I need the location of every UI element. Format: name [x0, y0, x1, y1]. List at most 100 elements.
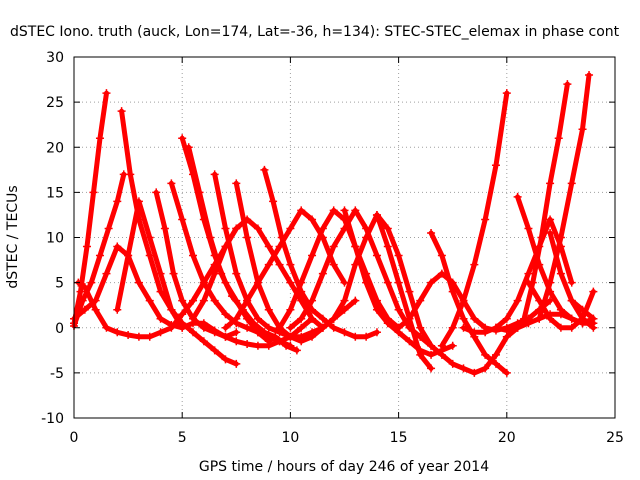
data-point	[145, 296, 154, 305]
chart-title: dSTEC Iono. truth (auck, Lon=174, Lat=-3…	[10, 24, 620, 40]
data-point	[340, 296, 349, 305]
data-point	[89, 188, 98, 197]
y-tick-label: -10	[41, 411, 64, 427]
data-point	[308, 251, 317, 260]
data-point	[206, 233, 215, 242]
data-point	[308, 296, 317, 305]
data-point	[329, 314, 338, 323]
series-line	[153, 189, 315, 349]
data-point	[470, 314, 479, 323]
data-point	[286, 332, 295, 341]
data-point	[416, 350, 425, 359]
data-point	[448, 323, 457, 332]
x-tick-label: 5	[178, 430, 187, 446]
data-point	[189, 251, 198, 260]
y-tick-label: 15	[46, 185, 64, 201]
data-point	[156, 314, 165, 323]
data-point	[318, 314, 327, 323]
data-point	[178, 134, 187, 143]
data-point	[427, 341, 436, 350]
series-1	[70, 89, 111, 328]
y-tick-label: 25	[46, 95, 64, 111]
data-point	[189, 328, 198, 337]
data-point	[210, 328, 219, 337]
data-point	[546, 228, 555, 237]
data-point	[563, 80, 572, 89]
data-point	[567, 323, 576, 332]
data-point	[437, 350, 446, 359]
data-point	[221, 332, 230, 341]
data-point	[416, 332, 425, 341]
data-point	[264, 305, 273, 314]
data-point	[221, 355, 230, 364]
y-tick-label: 10	[46, 231, 64, 247]
data-point	[546, 314, 555, 323]
data-point	[405, 314, 414, 323]
data-point	[232, 269, 241, 278]
data-point	[308, 332, 317, 341]
data-point	[264, 323, 273, 332]
data-point	[448, 341, 457, 350]
data-point	[556, 323, 565, 332]
data-point	[589, 314, 598, 323]
data-point	[578, 305, 587, 314]
data-point	[416, 323, 425, 332]
data-point	[372, 305, 381, 314]
data-point	[513, 323, 522, 332]
data-point	[405, 287, 414, 296]
y-tick-label: -5	[50, 366, 64, 382]
series-32	[567, 296, 598, 323]
series-line	[417, 298, 553, 376]
data-point	[520, 314, 529, 323]
data-point	[184, 143, 193, 152]
data-point	[297, 337, 306, 346]
data-point	[243, 339, 252, 348]
series-line	[439, 90, 510, 349]
data-point	[578, 314, 587, 323]
data-point	[199, 296, 208, 305]
data-point	[394, 323, 403, 332]
data-point	[253, 314, 262, 323]
data-point	[232, 328, 241, 337]
data-point	[167, 179, 176, 188]
data-point	[78, 296, 87, 305]
data-point	[524, 278, 533, 287]
data-point	[448, 359, 457, 368]
data-point	[113, 197, 122, 206]
data-point	[470, 260, 479, 269]
series-line	[71, 90, 109, 326]
data-point	[340, 206, 349, 215]
data-point	[589, 323, 598, 332]
data-point	[260, 165, 269, 174]
data-point	[329, 242, 338, 251]
data-point	[459, 314, 468, 323]
data-point	[152, 188, 161, 197]
data-point	[502, 314, 511, 323]
x-tick-label: 10	[281, 430, 299, 446]
x-tick-label: 20	[498, 430, 516, 446]
x-tick-label: 15	[390, 430, 408, 446]
data-point	[232, 224, 241, 233]
data-point	[275, 323, 284, 332]
y-tick-label: 5	[55, 276, 64, 292]
data-point	[286, 278, 295, 287]
data-point	[546, 179, 555, 188]
data-point	[318, 323, 327, 332]
data-point	[249, 319, 258, 328]
data-point	[80, 283, 89, 292]
y-tick-label: 30	[46, 50, 64, 66]
data-point	[308, 314, 317, 323]
x-tick-label: 25	[606, 430, 624, 446]
data-point	[470, 368, 479, 377]
data-point	[232, 359, 241, 368]
data-point	[227, 292, 236, 301]
data-point	[481, 350, 490, 359]
series-15	[221, 206, 349, 332]
data-point	[232, 314, 241, 323]
data-point	[87, 278, 96, 287]
data-point	[124, 251, 133, 260]
grid	[74, 57, 615, 418]
data-point	[437, 341, 446, 350]
data-point	[318, 224, 327, 233]
data-point	[556, 305, 565, 314]
